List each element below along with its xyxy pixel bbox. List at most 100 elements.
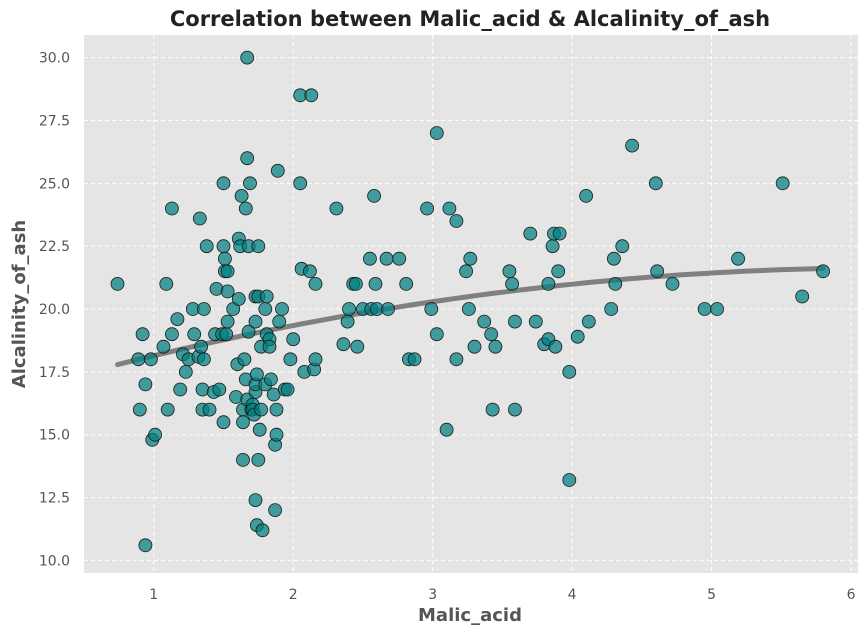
data-point: [258, 302, 273, 316]
data-point: [710, 302, 724, 316]
y-tick-label: 27.5: [39, 113, 70, 129]
data-point: [548, 339, 563, 354]
data-point: [269, 402, 284, 417]
data-point: [195, 382, 210, 397]
data-point: [241, 324, 256, 339]
data-point: [164, 327, 179, 342]
data-point: [607, 251, 621, 266]
data-point: [216, 239, 231, 254]
x-tick-label: 5: [707, 587, 716, 603]
y-axis-ticks: 10.0 12.5 15.0 17.5 20.0 22.5 25.0 27.5 30.0: [39, 51, 70, 570]
data-point: [467, 339, 482, 354]
y-tick-label: 22.5: [39, 239, 70, 255]
data-point: [463, 251, 478, 266]
data-point: [581, 314, 596, 329]
data-point: [392, 251, 407, 266]
x-axis-ticks: 1 2 3 4 5 6: [149, 587, 855, 603]
data-point: [173, 382, 188, 397]
data-point: [196, 352, 211, 367]
data-point: [170, 312, 185, 327]
data-point: [194, 339, 209, 354]
data-point: [407, 352, 422, 367]
data-point: [236, 415, 250, 430]
trend-line-path: [115, 266, 826, 368]
data-point: [135, 327, 150, 342]
data-point: [238, 201, 253, 216]
data-point: [731, 251, 745, 266]
x-axis-label: Malic_acid: [418, 605, 522, 626]
data-point: [251, 452, 266, 467]
data-point: [648, 176, 663, 191]
trend-line: [115, 266, 826, 368]
data-point: [196, 302, 211, 316]
data-point: [248, 493, 263, 508]
data-point: [202, 402, 217, 417]
data-point: [275, 302, 289, 316]
data-point: [110, 276, 125, 291]
data-point: [252, 422, 267, 437]
x-tick-label: 2: [289, 587, 298, 603]
data-point: [220, 284, 235, 299]
data-point: [268, 503, 283, 518]
data-point: [424, 302, 439, 316]
data-point: [541, 276, 556, 291]
data-point: [199, 239, 214, 254]
data-point: [502, 264, 517, 279]
data-point: [138, 538, 153, 553]
data-point: [255, 523, 270, 538]
data-point: [286, 332, 301, 347]
data-point: [212, 382, 227, 397]
data-point: [280, 382, 295, 397]
data-point: [429, 327, 444, 342]
data-point: [461, 302, 476, 316]
data-point: [381, 302, 395, 316]
data-point: [216, 176, 231, 191]
data-point: [459, 264, 474, 279]
data-point: [449, 352, 464, 367]
data-point: [367, 188, 382, 203]
data-point: [508, 402, 522, 417]
data-point: [340, 314, 355, 329]
data-point: [308, 276, 323, 291]
data-point: [254, 402, 269, 417]
data-point: [240, 151, 255, 166]
data-point: [220, 264, 235, 279]
y-tick-label: 10.0: [39, 553, 70, 569]
data-point: [552, 226, 567, 241]
data-point: [262, 339, 277, 354]
data-point: [484, 327, 499, 342]
data-point: [302, 264, 317, 279]
data-point: [579, 188, 593, 203]
x-tick-label: 4: [568, 587, 577, 603]
data-point: [523, 226, 538, 241]
data-points: [110, 50, 830, 553]
data-point: [379, 251, 394, 266]
data-point: [220, 314, 235, 329]
data-point: [236, 452, 250, 467]
data-point: [249, 367, 264, 382]
data-point: [216, 415, 231, 430]
data-point: [551, 264, 566, 279]
x-tick-label: 6: [847, 587, 856, 603]
data-point: [240, 50, 255, 65]
data-point: [148, 427, 163, 442]
data-point: [234, 188, 249, 203]
data-point: [508, 314, 522, 329]
data-point: [248, 314, 263, 329]
data-point: [329, 201, 344, 216]
data-point: [178, 364, 193, 379]
data-point: [219, 327, 234, 342]
data-point: [665, 276, 680, 291]
data-point: [697, 302, 712, 316]
x-tick-label: 3: [428, 587, 437, 603]
data-point: [528, 314, 543, 329]
y-tick-label: 17.5: [39, 365, 70, 381]
data-point: [336, 337, 351, 352]
data-point: [399, 276, 414, 291]
data-point: [775, 176, 790, 191]
data-point: [439, 422, 454, 437]
data-point: [308, 352, 323, 367]
data-point: [283, 352, 298, 367]
data-point: [251, 239, 266, 254]
data-point: [229, 390, 243, 404]
